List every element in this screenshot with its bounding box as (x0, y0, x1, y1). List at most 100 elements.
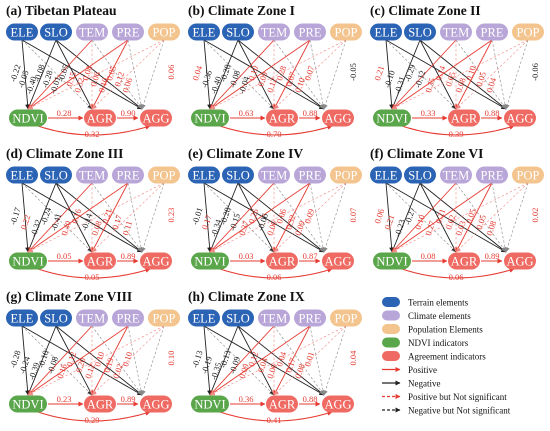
coefficient-ndvi-agg: 0.29 (85, 415, 100, 425)
path-arrow-pre-ndvi (209, 325, 311, 396)
path-arrow-pre-ndvi (209, 182, 311, 253)
coefficient-label: 0.06 (265, 362, 279, 379)
node-pop-shape (148, 309, 180, 327)
path-arrow-pre-ndvi (391, 39, 493, 110)
node-ele-shape (188, 166, 220, 184)
node-pre-shape (294, 309, 326, 327)
coefficient-label: 0.07 (348, 208, 358, 223)
coefficient-agr-agg: 0.89 (121, 251, 136, 261)
coefficient-label: 0.10 (293, 76, 307, 93)
node-slo-shape (40, 166, 72, 184)
coefficient-label: 0.08 (454, 76, 468, 93)
node-slo-label: SLO (44, 169, 68, 183)
node-ndvi-label: NDVI (12, 398, 43, 412)
node-tem-shape (440, 23, 472, 41)
node-agr-shape (448, 109, 480, 127)
node-tem-shape (76, 166, 108, 184)
node-ele-shape (6, 309, 38, 327)
node-pop-shape (330, 309, 362, 327)
node-ndvi-label: NDVI (12, 255, 43, 269)
path-arrow-pre-agg (127, 39, 144, 110)
node-ndvi-shape (191, 109, 229, 127)
path-arrow-pre-ndvi (27, 39, 129, 110)
node-slo-label: SLO (44, 26, 68, 40)
coefficient-ndvi-agg: 0.06 (267, 272, 282, 282)
legend-label: Negative but Not significant (408, 406, 511, 416)
coefficient-ndvi-agr: 0.03 (239, 251, 254, 261)
coefficient-label: 0.14 (433, 64, 447, 82)
path-arrow-slo-agg (55, 182, 143, 253)
node-agr-label: AGR (87, 255, 114, 269)
node-ndvi-shape (191, 395, 229, 413)
node-pre-label: PRE (117, 26, 140, 40)
panel-7: (g) Climate Zone VIII ELE SLO TEM PRE POP NDVI… (6, 289, 180, 425)
path-arrow-tem-agg (455, 182, 507, 253)
path-arrow-ele-agg (21, 182, 143, 253)
path-arrow-pop-agr (273, 325, 347, 396)
node-ele-shape (188, 23, 220, 41)
path-arrow-pop-agg (140, 325, 165, 396)
node-pre-label: PRE (299, 312, 322, 326)
node-tem-shape (76, 309, 108, 327)
coefficient-ndvi-agr: 0.08 (421, 251, 436, 261)
coefficient-labels: -0.22-0.05-0.40-0.08-0.28-0.01-0.050.150… (8, 63, 176, 95)
path-arrow-ele-agr (203, 39, 275, 110)
coefficient-ndvi-agr: 0.63 (239, 108, 254, 118)
node-agg-label: AGG (142, 255, 169, 269)
path-arrow-slo-agr (237, 182, 275, 253)
coefficient-label: 0.06 (274, 207, 288, 224)
node-agg-label: AGG (324, 398, 351, 412)
node-pre-shape (294, 23, 326, 41)
edges (21, 182, 165, 279)
coefficient-label: 0.10 (413, 213, 427, 230)
path-arrow-tem-ndvi (209, 182, 275, 253)
coefficient-label: 0.06 (88, 70, 102, 87)
coefficient-label: 0.10 (464, 64, 478, 81)
node-pop-label: POP (153, 26, 176, 40)
panel-title: (h) Climate Zone IX (188, 289, 305, 304)
path-arrow-pop-ndvi (391, 39, 529, 110)
node-pop-label: POP (517, 26, 540, 40)
coefficient-ndvi-agg: 0.05 (85, 272, 100, 282)
node-agr-label: AGR (87, 398, 114, 412)
path-arrow-pop-agr (455, 182, 529, 253)
panel-5: (e) Climate Zone IV ELE SLO TEM PRE POP NDVI AG… (188, 146, 362, 282)
coefficient-label: 0.21 (382, 213, 396, 230)
node-agr-label: AGR (269, 112, 296, 126)
path-arrow-pre-agr (273, 325, 311, 396)
coefficient-ndvi-agg: 0.41 (267, 415, 282, 425)
edges (385, 39, 529, 136)
coefficient-agr-agg: 0.89 (121, 394, 136, 404)
coefficient-label: 0.11 (120, 220, 134, 237)
coefficient-label: 0.10 (96, 76, 110, 93)
node-tem-shape (258, 23, 290, 41)
coefficient-label: 0.02 (530, 208, 540, 223)
coefficient-ndvi-agr: 0.05 (57, 251, 72, 261)
path-arrow-pre-agg (309, 182, 326, 253)
legend-swatch (382, 324, 400, 334)
path-arrow-tem-agg (91, 39, 143, 110)
path-arrow-slo-agg (237, 325, 325, 396)
node-ndvi-shape (373, 109, 411, 127)
node-pop-shape (330, 23, 362, 41)
path-arrow-ele-agr (385, 39, 457, 110)
node-agg-label: AGG (506, 255, 533, 269)
path-arrow-tem-ndvi (209, 39, 275, 110)
node-tem-shape (258, 166, 290, 184)
node-agg-label: AGG (324, 255, 351, 269)
path-arrow-ndvi-agg (401, 267, 515, 279)
node-agg-shape (322, 395, 354, 413)
node-pre-shape (476, 23, 508, 41)
coefficient-label: 0.04 (255, 356, 269, 374)
node-pop-shape (330, 166, 362, 184)
node-tem-label: TEM (443, 26, 469, 40)
coefficient-label: 0.05 (474, 213, 488, 230)
path-arrow-pre-agr (91, 325, 129, 396)
node-tem-label: TEM (261, 312, 287, 326)
node-pop-label: POP (335, 169, 358, 183)
coefficient-agr-agg: 0.87 (303, 251, 318, 261)
path-arrow-ele-agg (203, 39, 325, 110)
path-arrow-ele-agr (203, 325, 275, 396)
